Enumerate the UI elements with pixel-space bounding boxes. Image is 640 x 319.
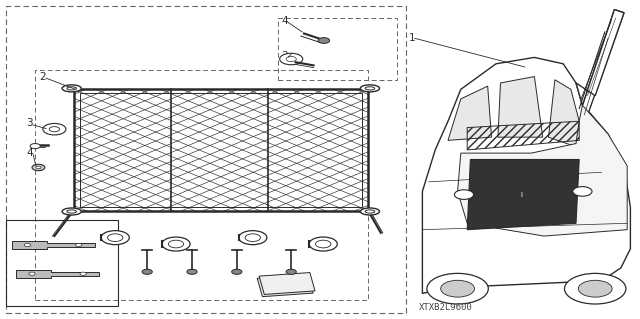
Bar [74, 89, 368, 211]
Circle shape [187, 269, 197, 274]
Text: 1: 1 [408, 33, 415, 43]
Circle shape [564, 273, 626, 304]
Circle shape [318, 38, 330, 43]
Ellipse shape [62, 208, 81, 215]
Circle shape [162, 237, 190, 251]
Circle shape [316, 240, 331, 248]
Polygon shape [422, 10, 630, 293]
Polygon shape [458, 105, 627, 236]
Circle shape [142, 269, 152, 274]
Bar [257, 275, 313, 297]
Polygon shape [12, 241, 95, 249]
Polygon shape [576, 10, 624, 105]
Bar [259, 272, 315, 294]
Bar [6, 6, 406, 313]
Circle shape [454, 190, 474, 199]
Text: 4: 4 [26, 148, 33, 158]
Circle shape [239, 231, 267, 245]
Circle shape [286, 56, 296, 62]
Polygon shape [498, 77, 543, 137]
Circle shape [579, 280, 612, 297]
Ellipse shape [67, 87, 77, 90]
Ellipse shape [360, 208, 380, 215]
Circle shape [286, 269, 296, 274]
Circle shape [80, 272, 86, 275]
Circle shape [29, 272, 35, 275]
Ellipse shape [360, 85, 380, 92]
Bar [80, 93, 362, 207]
Circle shape [245, 234, 260, 241]
Text: XTXB2L9600: XTXB2L9600 [419, 303, 473, 312]
Bar [35, 70, 368, 300]
Ellipse shape [365, 87, 375, 90]
Polygon shape [448, 86, 492, 140]
Polygon shape [467, 160, 579, 230]
Circle shape [427, 273, 488, 304]
Circle shape [43, 123, 66, 135]
Bar [278, 18, 397, 80]
Circle shape [101, 231, 129, 245]
Ellipse shape [67, 210, 77, 213]
Text: 3: 3 [282, 51, 288, 61]
Text: l: l [520, 192, 523, 197]
Circle shape [280, 53, 303, 65]
Circle shape [32, 164, 45, 171]
Text: 2: 2 [40, 71, 46, 82]
Circle shape [441, 280, 474, 297]
Circle shape [108, 234, 123, 241]
Circle shape [573, 187, 592, 196]
Bar [74, 89, 368, 211]
Circle shape [24, 243, 31, 247]
Circle shape [232, 269, 242, 274]
Circle shape [36, 166, 41, 169]
Circle shape [30, 144, 40, 149]
Ellipse shape [62, 85, 81, 92]
Bar [6, 220, 118, 306]
Polygon shape [548, 80, 579, 147]
Polygon shape [16, 270, 99, 278]
Ellipse shape [365, 210, 375, 213]
Circle shape [309, 237, 337, 251]
Circle shape [49, 127, 60, 132]
Circle shape [76, 243, 82, 247]
Circle shape [168, 240, 184, 248]
Text: 4: 4 [282, 16, 288, 26]
Text: 3: 3 [26, 118, 33, 128]
